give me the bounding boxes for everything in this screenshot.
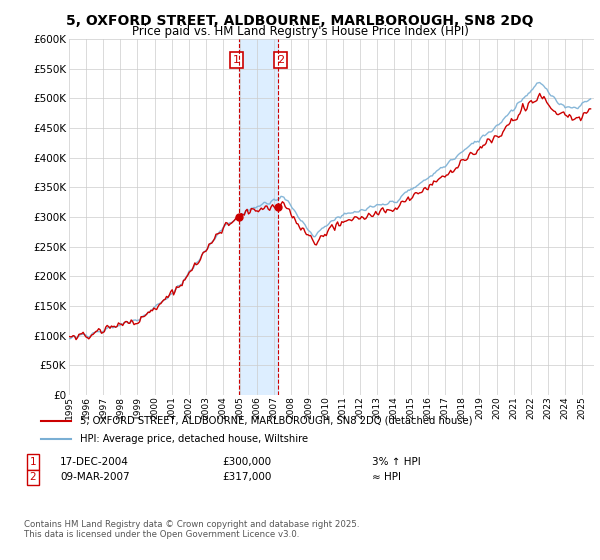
Text: £317,000: £317,000 [222, 472, 271, 482]
Text: Price paid vs. HM Land Registry's House Price Index (HPI): Price paid vs. HM Land Registry's House … [131, 25, 469, 38]
Bar [239, 39, 278, 395]
Text: HPI: Average price, detached house, Wiltshire: HPI: Average price, detached house, Wilt… [80, 434, 308, 444]
Text: 2: 2 [29, 472, 37, 482]
Text: 17-DEC-2004: 17-DEC-2004 [60, 457, 129, 467]
Text: 1: 1 [29, 457, 37, 467]
Text: ≈ HPI: ≈ HPI [372, 472, 401, 482]
Text: 09-MAR-2007: 09-MAR-2007 [60, 472, 130, 482]
Text: 2: 2 [277, 55, 284, 65]
Text: 5, OXFORD STREET, ALDBOURNE, MARLBOROUGH, SN8 2DQ: 5, OXFORD STREET, ALDBOURNE, MARLBOROUGH… [66, 14, 534, 28]
Text: 1: 1 [233, 55, 240, 65]
Text: £300,000: £300,000 [222, 457, 271, 467]
Text: 3% ↑ HPI: 3% ↑ HPI [372, 457, 421, 467]
Text: Contains HM Land Registry data © Crown copyright and database right 2025.
This d: Contains HM Land Registry data © Crown c… [24, 520, 359, 539]
Text: 5, OXFORD STREET, ALDBOURNE, MARLBOROUGH, SN8 2DQ (detached house): 5, OXFORD STREET, ALDBOURNE, MARLBOROUGH… [80, 416, 472, 426]
